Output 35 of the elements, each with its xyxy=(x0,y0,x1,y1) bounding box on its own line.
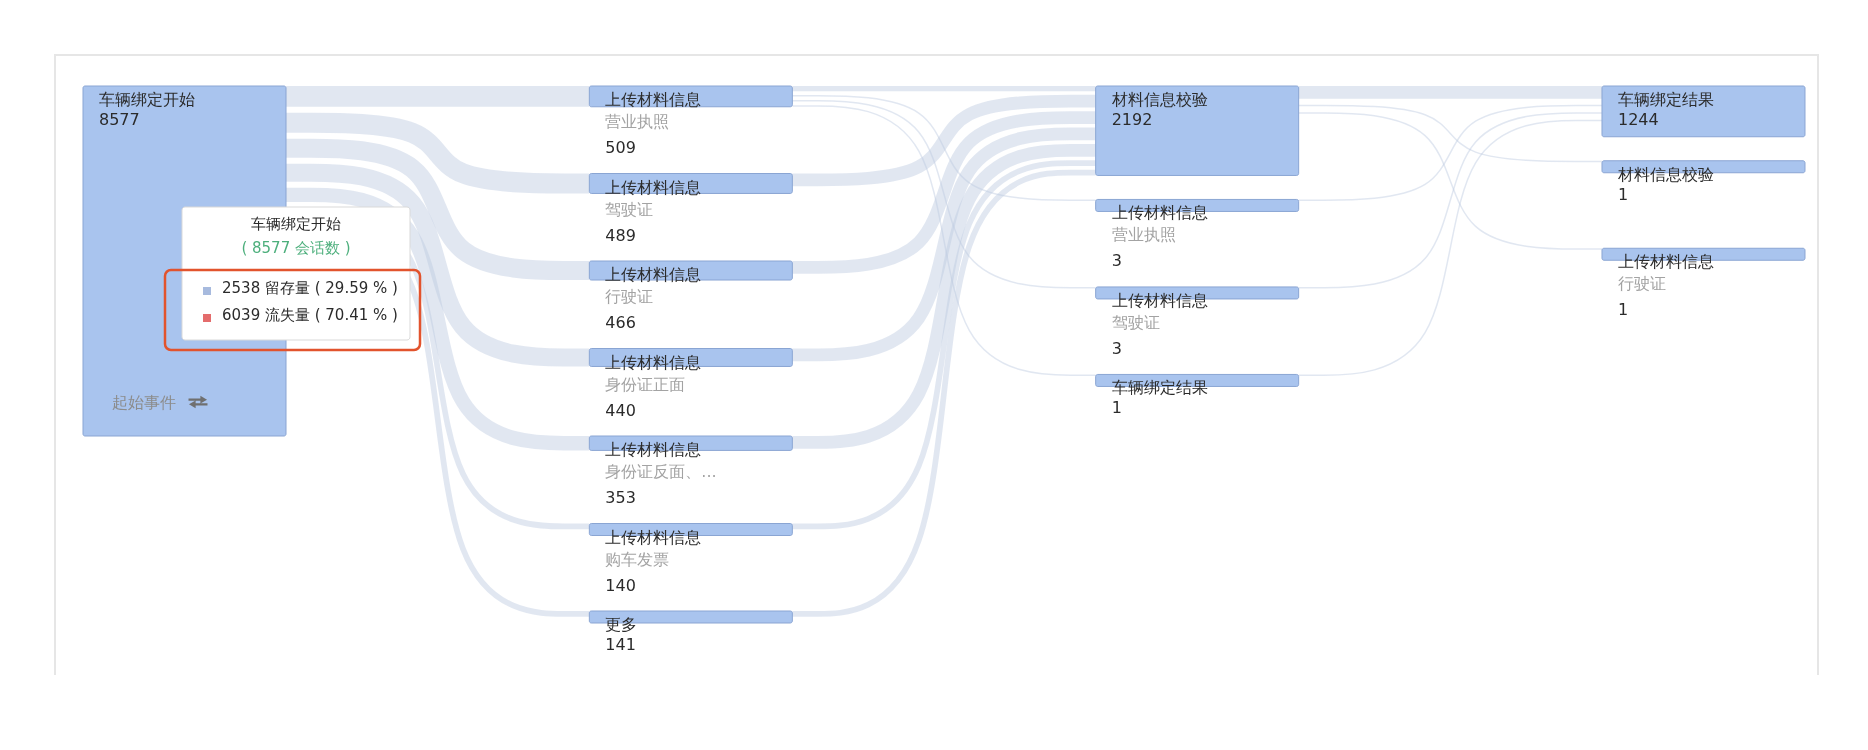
category-label: 上传材料信息身份证反面、... xyxy=(605,440,717,481)
category-label: 材料信息校验 xyxy=(1110,90,1208,109)
data-label: 509 xyxy=(605,138,636,157)
category-label: 上传材料信息驾驶证 xyxy=(605,177,702,219)
text: 2538 留存量 ( 29.59 % ) xyxy=(222,279,398,297)
data-label: 3 xyxy=(1111,251,1122,271)
data-label: 3 xyxy=(1111,338,1122,358)
category-label: 上传材料信息营业执照 xyxy=(1111,203,1208,245)
category-label: 上传材料信息驾驶证 xyxy=(1111,290,1208,332)
category-label: 上传材料信息行驶证 xyxy=(605,265,702,306)
text: 起始事件 xyxy=(112,393,176,412)
data-label: 353 xyxy=(605,488,636,507)
text: ( 8577 会话数 ) xyxy=(241,239,351,257)
data-label: 1 xyxy=(1617,300,1629,320)
text: 车辆绑定开始 xyxy=(99,90,195,109)
category-label: 上传材料信息身份证正面 xyxy=(605,352,702,394)
category-label: 材料信息校验 xyxy=(1616,164,1714,184)
category-label: 上传材料信息购车发票 xyxy=(605,527,702,569)
data-label: 140 xyxy=(605,575,636,595)
category-label: 上传材料信息营业执照 xyxy=(605,90,702,131)
category-label: 车辆绑定开始 xyxy=(251,215,341,233)
data-label: 1244 xyxy=(1617,110,1659,129)
data-label: 1 xyxy=(1111,398,1122,418)
data-label: 8577 xyxy=(99,110,140,129)
data-label: 489 xyxy=(605,225,636,245)
category-label: 更多 xyxy=(605,615,638,634)
data-label: 2192 xyxy=(1111,110,1153,129)
data-label: 440 xyxy=(605,400,636,420)
data-label: 141 xyxy=(605,635,636,654)
category-label: 车辆绑定结果 xyxy=(1111,378,1208,398)
data-label: 1 xyxy=(1617,184,1629,204)
text: 6039 流失量 ( 70.41 % ) xyxy=(222,306,398,324)
category-label: 车辆绑定结果 xyxy=(1617,90,1714,109)
category-label: 上传材料信息行驶证 xyxy=(1617,252,1714,294)
data-label: 466 xyxy=(605,313,636,332)
